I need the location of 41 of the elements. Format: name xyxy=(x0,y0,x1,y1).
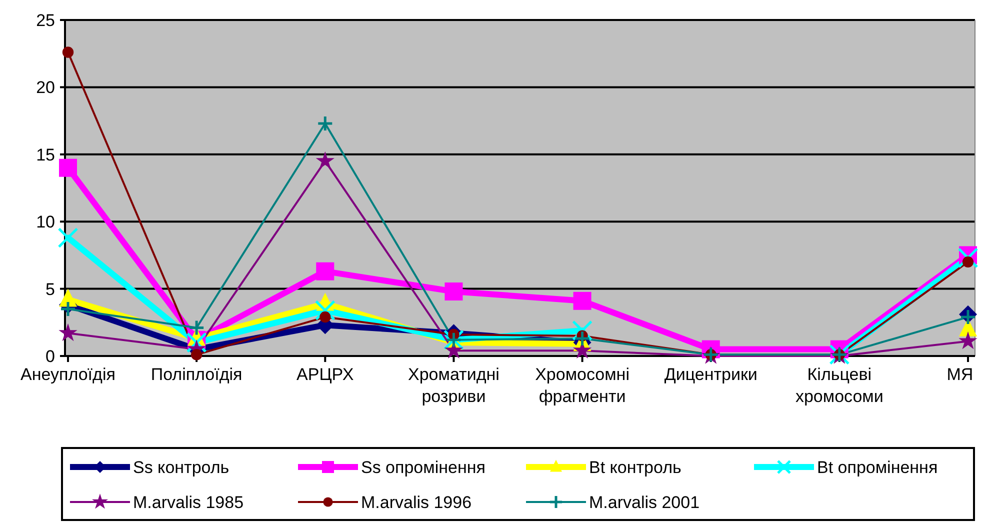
x-tick-label: Кільцеві хромосоми xyxy=(795,365,884,406)
point xyxy=(316,115,334,132)
legend-label: Bt опромінення xyxy=(817,458,938,477)
point xyxy=(316,262,334,280)
y-tick-label: 5 xyxy=(46,280,55,299)
y-tick-label: 20 xyxy=(36,78,55,98)
x-tick-label: Хромосомні фрагменти xyxy=(535,365,630,406)
x-tick-label: МЯ xyxy=(946,365,974,384)
y-tick-label: 15 xyxy=(36,145,55,164)
point xyxy=(60,300,76,318)
legend-label: M.arvalis 1996 xyxy=(361,492,472,512)
legend-label: Ss опромінення xyxy=(361,458,486,477)
x-tick-label: Поліплоїдія xyxy=(150,365,242,384)
legend-label: M.arvalis 1985 xyxy=(133,492,244,512)
legend-label: Ss контроль xyxy=(133,458,230,477)
point xyxy=(444,282,463,300)
x-tick-label: Дицентрики xyxy=(664,365,758,384)
point xyxy=(320,311,331,323)
y-tick-label: 25 xyxy=(36,10,55,30)
point xyxy=(314,300,336,321)
x-tick-label: АРЦРХ xyxy=(296,365,354,384)
point xyxy=(58,323,78,342)
point xyxy=(190,349,202,360)
x-tick-label: Анеуплоїдія xyxy=(20,365,116,384)
point xyxy=(188,320,205,336)
point xyxy=(960,308,976,326)
point xyxy=(962,256,974,268)
point xyxy=(574,330,591,347)
legend-label: Bt контроль xyxy=(589,458,682,477)
legend-label: M.arvalis 2001 xyxy=(589,492,700,512)
point xyxy=(58,227,78,248)
point xyxy=(958,248,978,268)
point xyxy=(573,292,592,310)
point xyxy=(62,46,74,58)
y-tick-label: 0 xyxy=(46,346,55,366)
y-tick-label: 10 xyxy=(36,212,55,232)
point xyxy=(59,158,77,177)
x-tick-label: Хроматидні розриви xyxy=(408,365,500,406)
point xyxy=(186,332,207,353)
point xyxy=(316,151,334,170)
point xyxy=(958,331,978,350)
